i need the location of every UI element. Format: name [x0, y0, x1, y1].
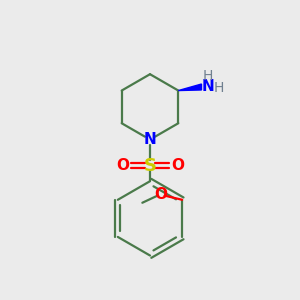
Polygon shape	[178, 84, 202, 91]
Text: O: O	[171, 158, 184, 173]
Text: H: H	[213, 82, 224, 95]
Text: O: O	[116, 158, 129, 173]
Text: S: S	[143, 157, 157, 175]
Text: O: O	[154, 187, 167, 202]
Text: H: H	[203, 69, 213, 83]
Text: N: N	[144, 132, 156, 147]
Text: N: N	[202, 80, 214, 94]
